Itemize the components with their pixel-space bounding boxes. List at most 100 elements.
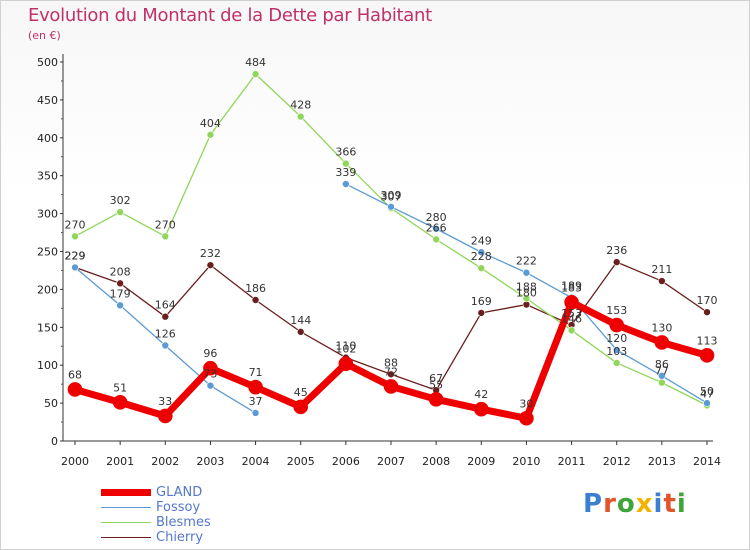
- data-label-blesmes: 188: [516, 280, 537, 293]
- data-point-chierry: [161, 312, 170, 321]
- legend-swatch: [101, 537, 151, 538]
- data-label-fossoy: 339: [335, 166, 356, 179]
- data-label-fossoy: 280: [426, 211, 447, 224]
- legend-swatch: [101, 507, 151, 508]
- data-label-gland: 130: [651, 321, 672, 334]
- data-label-blesmes: 270: [65, 218, 86, 231]
- data-label-chierry: 180: [516, 287, 537, 300]
- data-label-gland: 33: [158, 395, 172, 408]
- data-point-blesmes: [522, 294, 531, 303]
- data-point-gland: [293, 399, 309, 415]
- logo-letter: i: [676, 489, 687, 519]
- data-point-gland: [473, 401, 489, 417]
- data-label-chierry: 236: [606, 244, 627, 257]
- data-label-gland: 55: [429, 378, 443, 391]
- data-label-gland: 72: [384, 365, 398, 378]
- data-point-fossoy: [387, 202, 395, 211]
- logo-letter: t: [663, 489, 677, 519]
- data-point-gland: [699, 348, 715, 363]
- data-label-blesmes: 404: [200, 117, 221, 130]
- x-tick-label: 2002: [151, 455, 179, 468]
- data-label-blesmes: 266: [426, 221, 447, 234]
- data-point-fossoy: [161, 341, 170, 350]
- data-point-gland: [654, 335, 670, 350]
- x-tick-label: 2000: [61, 455, 89, 468]
- data-label-chierry: 211: [651, 263, 672, 276]
- data-label-fossoy: 222: [516, 255, 537, 268]
- y-tick-label: 250: [37, 246, 58, 259]
- data-label-blesmes: 302: [110, 194, 131, 207]
- data-point-blesmes: [342, 159, 350, 168]
- data-label-blesmes: 270: [155, 218, 176, 231]
- data-label-chierry: 110: [335, 340, 356, 353]
- x-tick-label: 2013: [648, 455, 676, 468]
- x-tick-label: 2010: [512, 455, 540, 468]
- data-point-fossoy: [432, 224, 440, 233]
- data-point-chierry: [296, 328, 305, 336]
- data-label-blesmes: 307: [381, 190, 402, 203]
- y-tick-label: 350: [37, 170, 58, 183]
- data-label-fossoy: 189: [561, 280, 582, 293]
- data-point-gland: [112, 395, 128, 410]
- data-point-fossoy: [658, 372, 666, 380]
- data-label-fossoy: 50: [700, 385, 714, 398]
- data-label-chierry: 229: [65, 249, 86, 262]
- data-point-chierry: [703, 308, 711, 316]
- data-point-blesmes: [251, 70, 260, 78]
- y-tick-label: 150: [37, 321, 58, 334]
- data-label-gland: 113: [697, 334, 718, 347]
- data-label-fossoy: 86: [655, 358, 669, 371]
- logo-letter: r: [603, 489, 617, 519]
- data-point-blesmes: [432, 235, 440, 244]
- data-point-gland: [203, 360, 218, 376]
- data-point-blesmes: [612, 359, 621, 367]
- data-point-chierry: [612, 258, 621, 266]
- data-label-fossoy: 249: [471, 234, 492, 247]
- data-point-gland: [383, 379, 399, 394]
- legend-label: Chierry: [156, 530, 204, 545]
- x-tick-label: 2011: [558, 455, 586, 468]
- x-tick-label: 2008: [422, 455, 450, 468]
- x-tick-label: 2001: [106, 455, 134, 468]
- series-chierry: [71, 258, 711, 395]
- logo-letter: i: [653, 489, 664, 519]
- data-point-gland: [609, 317, 625, 333]
- data-point-gland: [157, 408, 173, 424]
- data-label-gland: 153: [606, 304, 627, 317]
- data-label-gland: 45: [294, 386, 308, 399]
- series-gland: [67, 294, 715, 426]
- y-tick-label: 400: [37, 132, 58, 145]
- x-tick-label: 2014: [693, 455, 721, 468]
- data-label-chierry: 169: [471, 295, 492, 308]
- data-label-chierry: 208: [110, 265, 131, 278]
- data-label-gland: 30: [519, 397, 533, 410]
- data-point-fossoy: [71, 263, 79, 272]
- data-label-gland: 96: [203, 347, 217, 360]
- data-point-blesmes: [71, 232, 79, 241]
- data-point-fossoy: [477, 248, 486, 257]
- data-label-blesmes: 103: [606, 345, 627, 358]
- data-label-gland: 102: [335, 343, 356, 356]
- data-point-fossoy: [703, 399, 711, 407]
- x-tick-label: 2007: [377, 455, 405, 468]
- data-point-fossoy: [342, 180, 350, 188]
- y-tick-label: 0: [51, 435, 58, 448]
- data-point-chierry: [387, 370, 395, 379]
- data-label-fossoy: 37: [249, 395, 263, 408]
- data-label-blesmes: 146: [561, 312, 582, 325]
- data-point-gland: [428, 392, 444, 407]
- data-point-chierry: [658, 277, 666, 285]
- data-point-blesmes: [567, 326, 576, 335]
- series-layer: [67, 70, 715, 426]
- data-point-fossoy: [206, 381, 215, 390]
- data-label-blesmes: 77: [655, 365, 669, 378]
- data-label-fossoy: 73: [203, 368, 217, 381]
- data-point-fossoy: [612, 346, 621, 354]
- x-tick-label: 2004: [242, 455, 270, 468]
- data-label-fossoy: 179: [110, 287, 131, 300]
- data-point-gland: [564, 294, 579, 310]
- data-point-chierry: [116, 279, 124, 288]
- data-label-blesmes: 228: [471, 250, 492, 263]
- data-label-gland: 68: [68, 368, 82, 381]
